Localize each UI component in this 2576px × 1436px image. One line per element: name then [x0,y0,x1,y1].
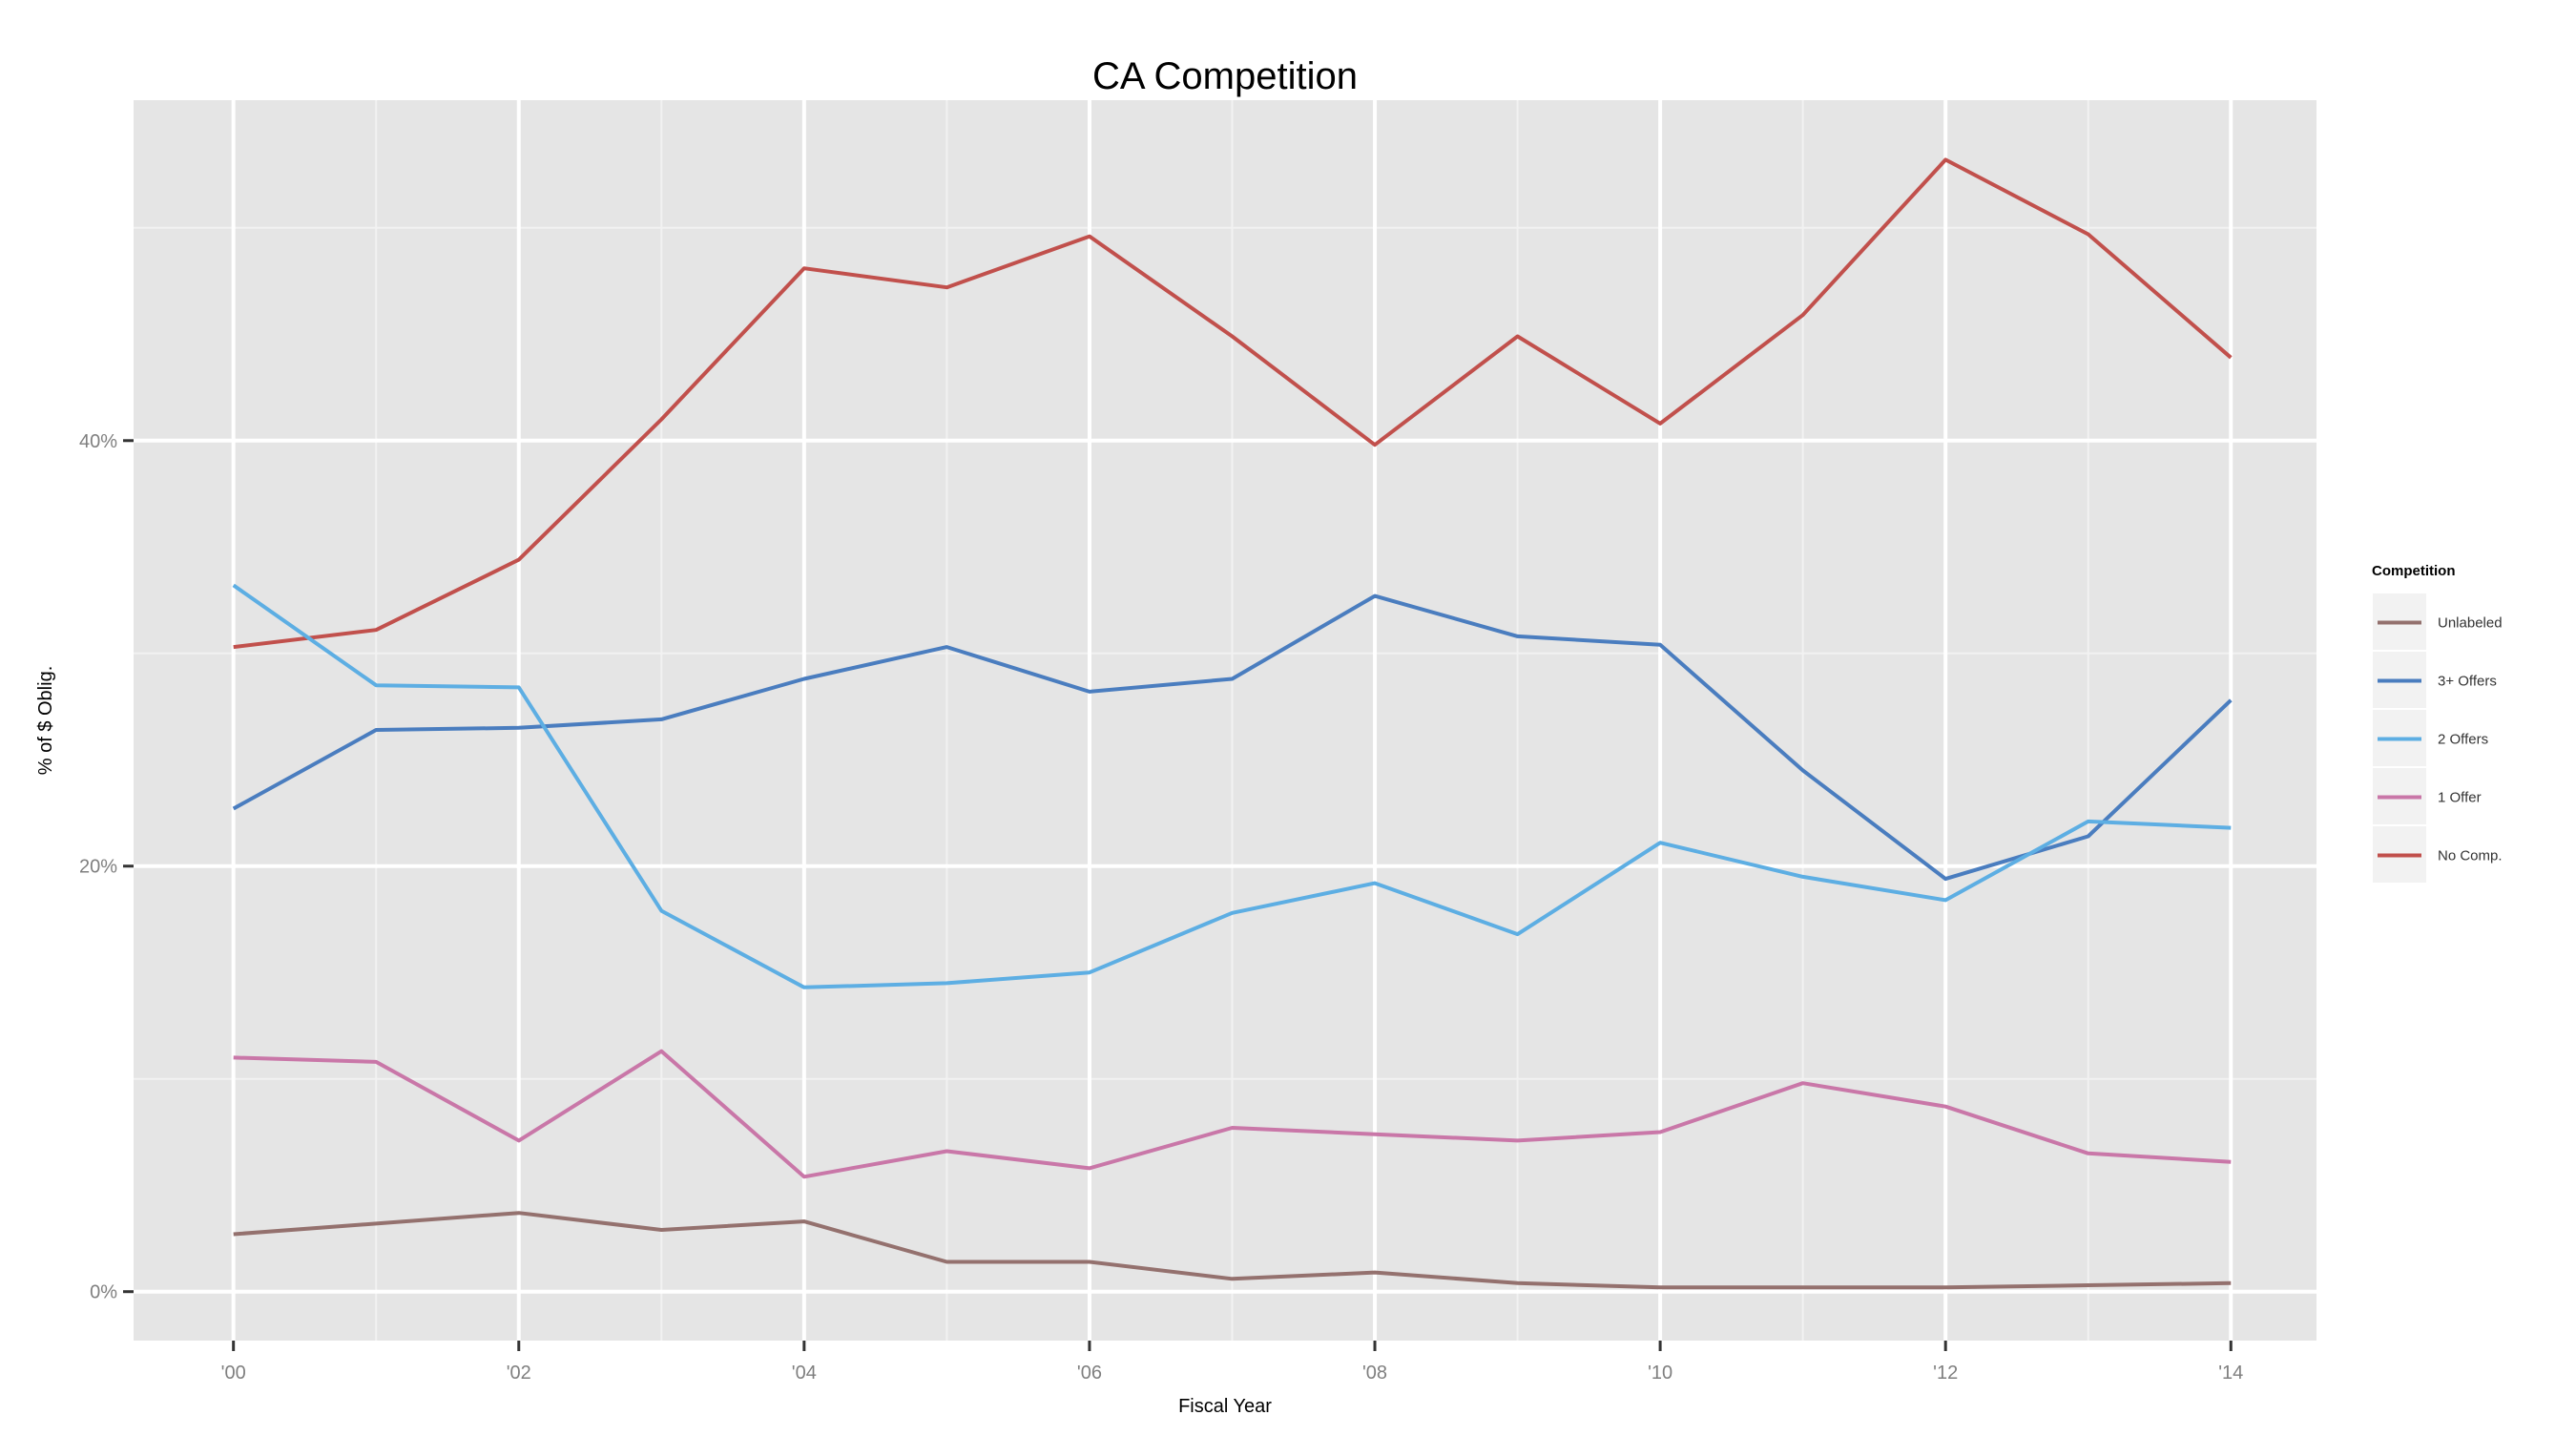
x-tick-label: '02 [507,1363,531,1384]
x-tick-label: '12 [1933,1363,1958,1384]
legend: Competition Unlabeled 3+ Offers 2 Offers 1 … [2372,563,2503,883]
x-tick-label: '00 [221,1363,246,1384]
plot-panel [134,100,2316,1341]
y-axis: 0% 20% 40% [79,431,134,1303]
x-axis: '00 '02 '04 '06 '08 '10 '12 '14 [221,1341,2244,1384]
chart-title: CA Competition [1092,55,1358,97]
legend-label-no-comp: No Comp. [2438,848,2503,864]
legend-label-unlabeled: Unlabeled [2438,615,2503,632]
x-tick-label: '06 [1077,1363,1102,1384]
legend-title: Competition [2372,563,2456,579]
legend-label-3-offers: 3+ Offers [2438,674,2497,690]
legend-items: Unlabeled 3+ Offers 2 Offers 1 Offer No Comp… [2373,593,2503,883]
x-tick-label: '10 [1648,1363,1672,1384]
y-tick-label: 40% [79,431,117,452]
legend-label-2-offers: 2 Offers [2438,732,2488,748]
x-axis-label: Fiscal Year [1178,1396,1272,1417]
y-tick-label: 20% [79,857,117,878]
x-tick-label: '14 [2218,1363,2243,1384]
y-tick-label: 0% [90,1282,117,1303]
legend-label-1-offer: 1 Offer [2438,790,2482,806]
y-axis-label: % of $ Oblig. [35,666,56,776]
x-tick-label: '08 [1362,1363,1387,1384]
x-tick-label: '04 [792,1363,817,1384]
